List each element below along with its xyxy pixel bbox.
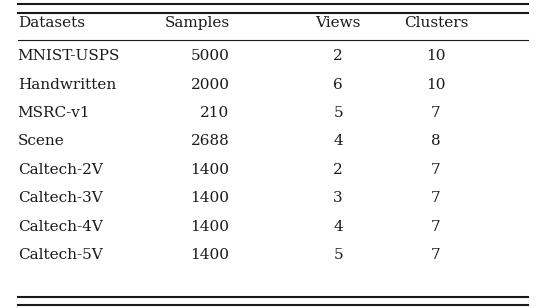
Text: 5: 5 — [334, 248, 343, 262]
Text: 2688: 2688 — [191, 135, 229, 148]
Text: 1400: 1400 — [191, 220, 229, 234]
Text: 4: 4 — [333, 220, 343, 234]
Text: Clusters: Clusters — [404, 16, 468, 30]
Text: 10: 10 — [426, 49, 446, 63]
Text: 5000: 5000 — [191, 49, 229, 63]
Text: MNIST-USPS: MNIST-USPS — [17, 49, 120, 63]
Text: 4: 4 — [333, 135, 343, 148]
Text: 10: 10 — [426, 78, 446, 92]
Text: 7: 7 — [431, 248, 441, 262]
Text: 2: 2 — [333, 163, 343, 177]
Text: 7: 7 — [431, 220, 441, 234]
Text: 2000: 2000 — [191, 78, 229, 92]
Text: 1400: 1400 — [191, 191, 229, 205]
Text: 2: 2 — [333, 49, 343, 63]
Text: Caltech-4V: Caltech-4V — [17, 220, 103, 234]
Text: 1400: 1400 — [191, 163, 229, 177]
Text: Caltech-5V: Caltech-5V — [17, 248, 103, 262]
Text: 8: 8 — [431, 135, 441, 148]
Text: 5: 5 — [334, 106, 343, 120]
Text: 7: 7 — [431, 106, 441, 120]
Text: Handwritten: Handwritten — [17, 78, 116, 92]
Text: Caltech-2V: Caltech-2V — [17, 163, 103, 177]
Text: Scene: Scene — [17, 135, 64, 148]
Text: 1400: 1400 — [191, 248, 229, 262]
Text: 6: 6 — [333, 78, 343, 92]
Text: 210: 210 — [200, 106, 229, 120]
Text: 7: 7 — [431, 191, 441, 205]
Text: MSRC-v1: MSRC-v1 — [17, 106, 90, 120]
Text: 7: 7 — [431, 163, 441, 177]
Text: Views: Views — [316, 16, 361, 30]
Text: Caltech-3V: Caltech-3V — [17, 191, 103, 205]
Text: Datasets: Datasets — [17, 16, 85, 30]
Text: 3: 3 — [334, 191, 343, 205]
Text: Samples: Samples — [164, 16, 229, 30]
